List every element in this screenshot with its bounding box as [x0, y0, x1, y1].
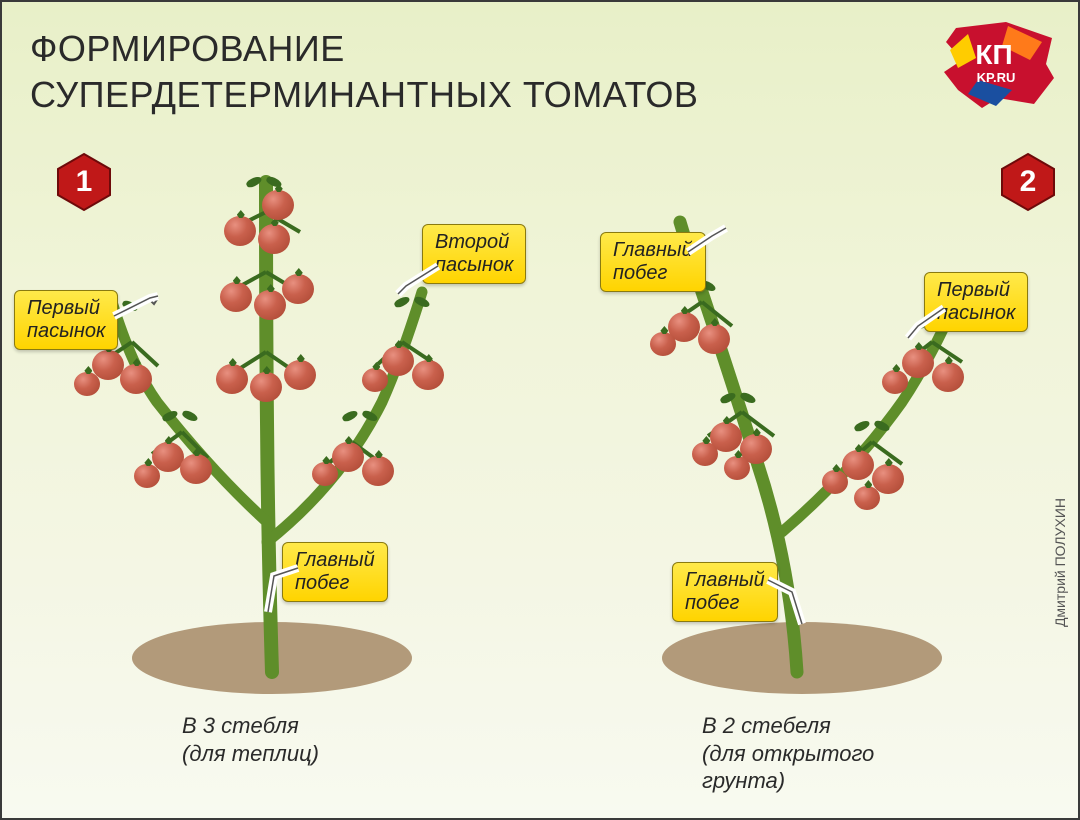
- tomato: [180, 454, 212, 484]
- label-main-shoot-p1: Главныйпобег: [282, 542, 388, 602]
- tomato: [254, 290, 286, 320]
- tomato: [382, 346, 414, 376]
- tomato: [258, 224, 290, 254]
- label-first-shoot-p2: Первыйпасынок: [924, 272, 1028, 332]
- tomato: [134, 464, 160, 488]
- tomato: [282, 274, 314, 304]
- tomato: [698, 324, 730, 354]
- tomato: [220, 282, 252, 312]
- tomato: [650, 332, 676, 356]
- tomato: [882, 370, 908, 394]
- tomato: [216, 364, 248, 394]
- tomato: [74, 372, 100, 396]
- label-text: Второйпасынок: [435, 231, 513, 276]
- tomato: [902, 348, 934, 378]
- caption-panel-1: В 3 стебля (для теплиц): [182, 712, 319, 767]
- tomato: [332, 442, 364, 472]
- tomato: [822, 470, 848, 494]
- panel-1: Первыйпасынок Второйпасынок Главныйпобег…: [2, 2, 562, 820]
- leaf-icon: [854, 422, 890, 432]
- label-text: Главныйпобег: [295, 549, 375, 594]
- label-text: Первыйпасынок: [937, 279, 1015, 324]
- label-text: Главныйпобег: [685, 569, 765, 614]
- label-main-shoot-bottom-p2: Главныйпобег: [672, 562, 778, 622]
- tomato: [692, 442, 718, 466]
- tomato: [224, 216, 256, 246]
- tomato: [724, 456, 750, 480]
- leaf-icon: [720, 394, 756, 404]
- infographic-root: ФОРМИРОВАНИЕ СУПЕРДЕТЕРМИНАНТНЫХ ТОМАТОВ…: [0, 0, 1080, 820]
- label-second-shoot-p1: Второйпасынок: [422, 224, 526, 284]
- tomato: [312, 462, 338, 486]
- tomato: [362, 456, 394, 486]
- leaf-icon: [394, 298, 430, 308]
- tomato: [362, 368, 388, 392]
- tomato: [842, 450, 874, 480]
- tomato: [120, 364, 152, 394]
- tomato: [284, 360, 316, 390]
- leaf-icon: [246, 178, 282, 188]
- label-main-shoot-top-p2: Главныйпобег: [600, 232, 706, 292]
- tomato: [854, 486, 880, 510]
- tomato: [932, 362, 964, 392]
- leaf-icon: [342, 412, 378, 422]
- caption-line: (для открытого: [702, 741, 874, 766]
- leaf-icon: [162, 412, 198, 422]
- label-text: Первыйпасынок: [27, 297, 105, 342]
- caption-line: В 2 стебеля: [702, 713, 831, 738]
- tomato: [412, 360, 444, 390]
- caption-line: грунта): [702, 768, 785, 793]
- author-credit: Дмитрий ПОЛУХИН: [1052, 498, 1068, 627]
- caption-panel-2: В 2 стебеля (для открытого грунта): [702, 712, 874, 795]
- tomato: [250, 372, 282, 402]
- caption-line: (для теплиц): [182, 741, 319, 766]
- tomato: [262, 190, 294, 220]
- panel-2: Главныйпобег Первыйпасынок Главныйпобег …: [542, 2, 1080, 820]
- caption-line: В 3 стебля: [182, 713, 299, 738]
- label-text: Главныйпобег: [613, 239, 693, 284]
- label-first-shoot-p1: Первыйпасынок: [14, 290, 118, 350]
